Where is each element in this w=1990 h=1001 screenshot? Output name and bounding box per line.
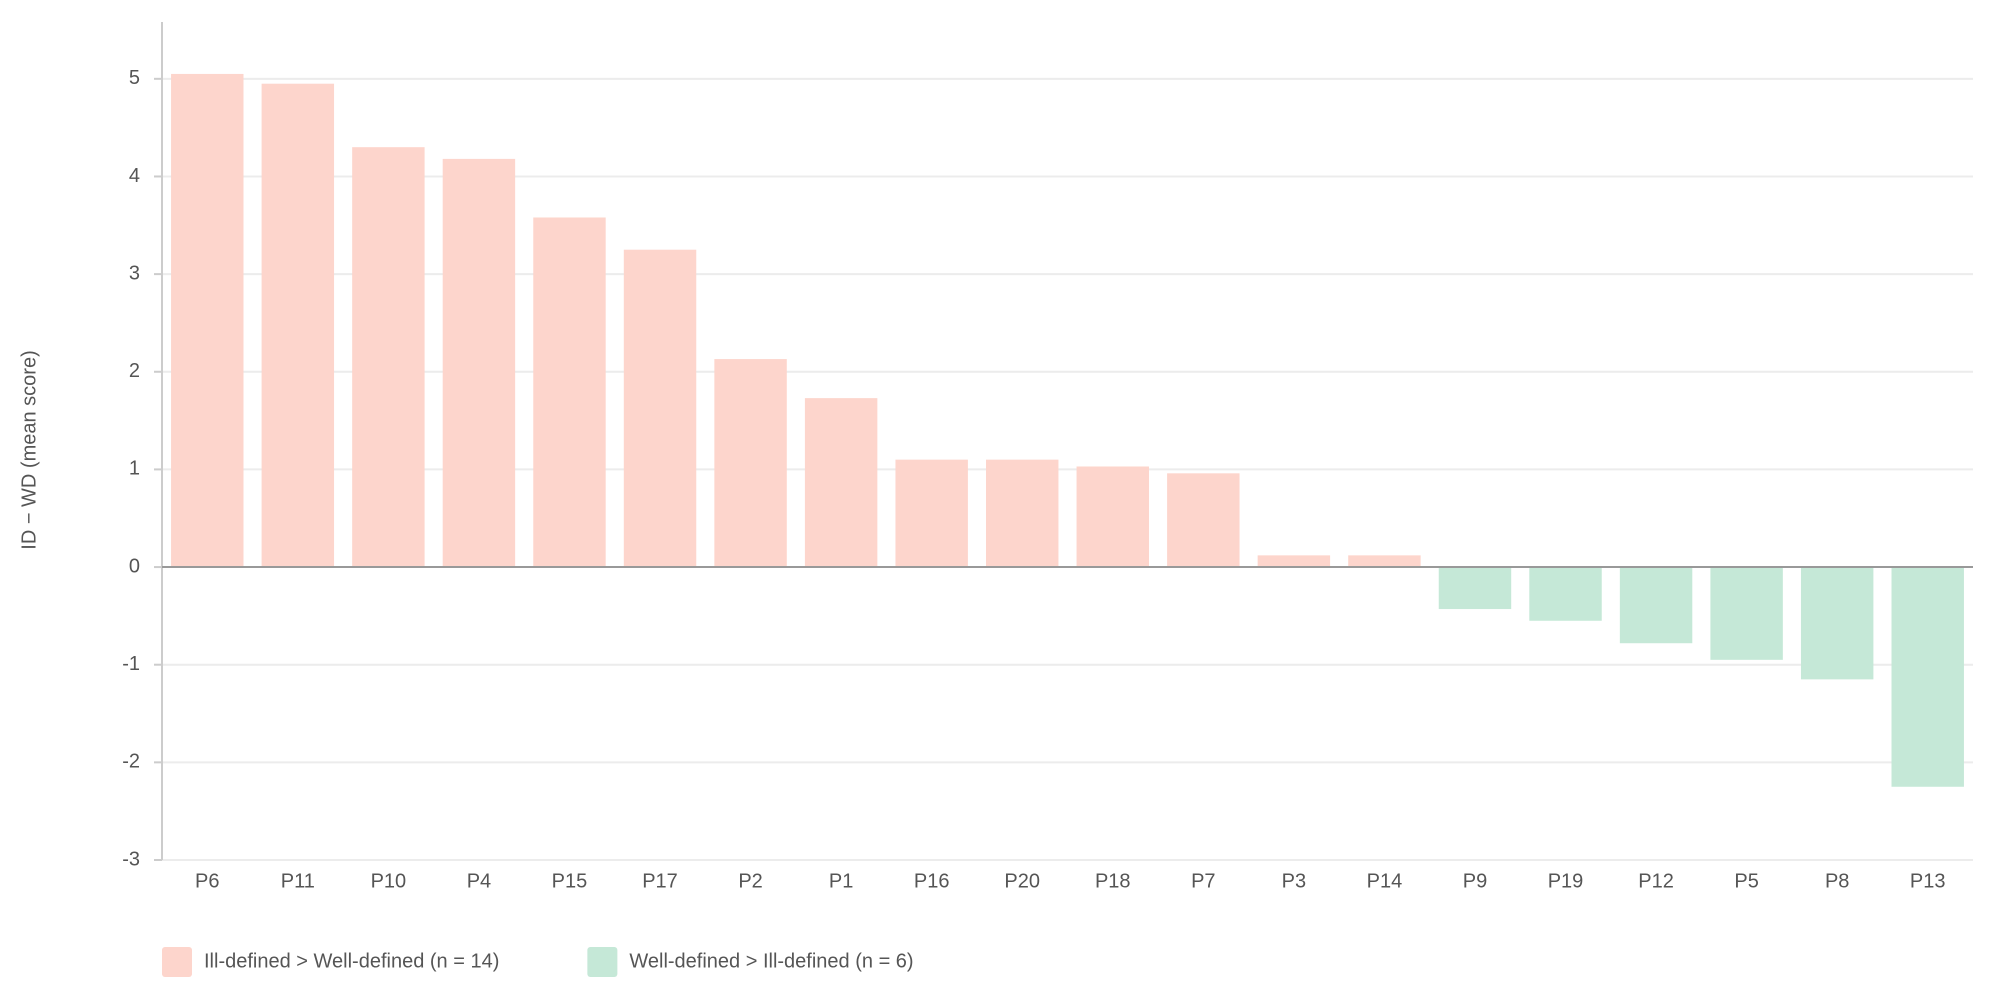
- x-tick-label: P11: [281, 870, 315, 892]
- x-tick-label: P6: [195, 870, 219, 892]
- bar: [442, 158, 516, 568]
- x-tick-label: P5: [1734, 870, 1758, 892]
- bar: [804, 398, 878, 568]
- y-tick-label: 5: [129, 67, 140, 89]
- x-tick-label: P16: [914, 870, 950, 892]
- y-tick-label: 2: [129, 360, 140, 382]
- bar: [352, 147, 425, 568]
- x-tick-label: P20: [1004, 870, 1040, 892]
- bar: [1529, 567, 1602, 621]
- bar: [1800, 567, 1874, 680]
- y-tick-label: 3: [129, 262, 140, 284]
- y-tick-label: 1: [129, 458, 140, 480]
- y-tick-label: -2: [122, 751, 140, 773]
- x-tick-label: P15: [552, 870, 588, 892]
- x-tick-label: P19: [1548, 870, 1584, 892]
- legend-label: Well-defined > Ill-defined (n = 6): [629, 950, 913, 972]
- bar: [714, 359, 787, 568]
- x-tick-label: P18: [1095, 870, 1131, 892]
- x-tick-label: P8: [1825, 870, 1849, 892]
- bar: [533, 217, 606, 568]
- bar: [895, 459, 968, 568]
- x-tick-label: P7: [1191, 870, 1215, 892]
- bar: [261, 83, 335, 568]
- y-axis-title: ID − WD (mean score): [18, 350, 40, 549]
- x-tick-label: P2: [738, 870, 762, 892]
- bar: [1167, 473, 1240, 568]
- bar: [1619, 567, 1693, 644]
- bar: [1438, 567, 1512, 610]
- legend-swatch: [162, 947, 192, 977]
- bar: [1710, 567, 1783, 660]
- y-tick-label: 4: [129, 165, 140, 187]
- x-tick-label: P12: [1638, 870, 1674, 892]
- x-tick-label: P14: [1367, 870, 1403, 892]
- bar: [1348, 555, 1421, 568]
- x-tick-label: P4: [467, 870, 491, 892]
- y-tick-label: -3: [122, 848, 140, 870]
- x-tick-label: P13: [1910, 870, 1946, 892]
- legend-label: Ill-defined > Well-defined (n = 14): [204, 950, 499, 972]
- x-tick-label: P17: [642, 870, 678, 892]
- x-tick-label: P3: [1282, 870, 1306, 892]
- y-tick-label: 0: [129, 555, 140, 577]
- bar: [171, 73, 244, 568]
- x-tick-label: P1: [829, 870, 853, 892]
- x-tick-label: P10: [371, 870, 407, 892]
- bar: [1891, 567, 1964, 787]
- y-tick-label: -1: [122, 653, 140, 675]
- bar: [986, 459, 1059, 568]
- bar: [1076, 466, 1149, 568]
- bar: [1257, 555, 1331, 568]
- legend-swatch: [587, 947, 618, 977]
- x-tick-label: P9: [1463, 870, 1487, 892]
- bar: [623, 249, 697, 568]
